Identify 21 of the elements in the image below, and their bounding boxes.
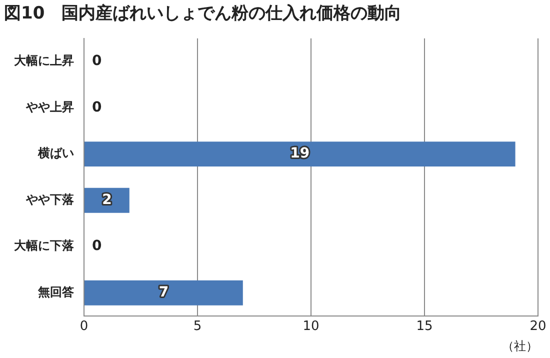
data-label: 0 bbox=[92, 53, 102, 70]
data-label: 19 bbox=[290, 146, 310, 162]
y-tick-label: 大幅に上昇 bbox=[14, 54, 74, 68]
x-tick-label: 15 bbox=[416, 319, 433, 334]
bar bbox=[84, 142, 516, 167]
y-tick-label: やや上昇 bbox=[25, 100, 74, 114]
y-tick-label: やや下落 bbox=[25, 192, 75, 206]
data-label: 0 bbox=[92, 238, 102, 254]
x-tick-label: 5 bbox=[193, 319, 202, 334]
x-tick-label: 0 bbox=[80, 319, 88, 334]
x-tick-label: 10 bbox=[302, 319, 320, 334]
y-tick-label: 横ばい bbox=[37, 146, 74, 160]
data-label: 2 bbox=[102, 192, 112, 208]
chart-title: 図10 国内産ばれいしょでん粉の仕入れ価格の動向 bbox=[4, 4, 402, 24]
data-label: 0 bbox=[92, 99, 102, 116]
x-axis-title: （社） bbox=[502, 338, 538, 353]
y-tick-label: 無回答 bbox=[37, 284, 75, 299]
x-tick-label: 20 bbox=[530, 319, 546, 334]
data-label: 7 bbox=[158, 284, 169, 301]
y-tick-label: 大幅に下落 bbox=[14, 238, 75, 253]
bar bbox=[84, 280, 243, 306]
